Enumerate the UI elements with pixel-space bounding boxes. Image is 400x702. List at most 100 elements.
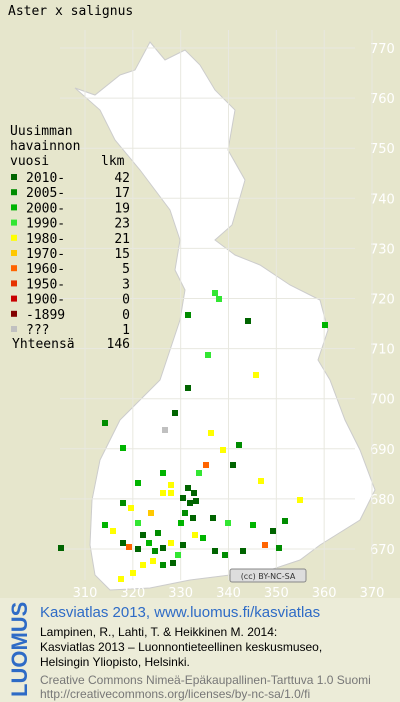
- footer-link[interactable]: Kasviatlas 2013, www.luomus.fi/kasviatla…: [40, 604, 320, 621]
- x-tick-label: 340: [216, 586, 241, 601]
- observation-square: [170, 560, 176, 566]
- observation-square: [155, 530, 161, 536]
- legend-count: 5: [122, 262, 130, 277]
- observation-square: [253, 372, 259, 378]
- observation-square: [126, 544, 132, 550]
- legend-swatch: [11, 174, 17, 180]
- legend-label: 1990-: [26, 217, 65, 232]
- legend-swatch: [11, 280, 17, 287]
- legend-heading: havainnon: [10, 139, 80, 154]
- observation-square: [270, 528, 276, 534]
- y-tick-label: 760: [370, 92, 395, 107]
- observation-square: [282, 518, 288, 524]
- y-tick-label: 750: [370, 142, 395, 157]
- observation-square: [130, 570, 136, 576]
- observation-square: [205, 352, 211, 358]
- legend-label: 1950-: [26, 277, 65, 292]
- observation-square: [180, 542, 186, 548]
- observation-square: [146, 540, 152, 546]
- legend-swatch: [11, 234, 17, 241]
- legend-label: 1960-: [26, 262, 65, 277]
- legend-label: 1900-: [26, 293, 65, 308]
- license-url[interactable]: http://creativecommons.org/licenses/by-n…: [40, 687, 310, 701]
- observation-square: [150, 558, 156, 564]
- legend-count: 23: [114, 217, 130, 232]
- legend-swatch: [11, 295, 17, 302]
- legend-count: 3: [122, 277, 130, 292]
- observation-square: [172, 410, 178, 416]
- observation-square: [190, 515, 196, 521]
- observation-square: [192, 532, 198, 538]
- observation-square: [245, 318, 251, 324]
- legend-swatch: [11, 310, 17, 317]
- observation-square: [185, 485, 191, 491]
- observation-square: [120, 540, 126, 546]
- observation-square: [102, 522, 108, 528]
- observation-square: [160, 490, 166, 496]
- observation-square: [168, 482, 174, 488]
- map-title: Aster x salignus: [8, 4, 133, 19]
- x-tick-label: 370: [360, 586, 385, 601]
- observation-square: [193, 498, 199, 504]
- legend-count-heading: lkm: [101, 154, 125, 169]
- observation-square: [160, 562, 166, 568]
- legend-label: 2010-: [26, 171, 65, 186]
- legend-swatch: [11, 204, 17, 211]
- observation-square: [135, 546, 141, 552]
- legend-label: 2005-: [26, 186, 65, 201]
- observation-square: [180, 495, 186, 501]
- observation-square: [258, 478, 264, 484]
- observation-square: [182, 510, 188, 516]
- y-tick-label: 700: [370, 393, 395, 408]
- legend-label: 1970-: [26, 247, 65, 262]
- citation: Kasviatlas 2013 – Luonnontieteellinen ke…: [40, 640, 322, 654]
- legend-heading: Uusimman: [10, 124, 73, 139]
- observation-square: [110, 528, 116, 534]
- observation-square: [200, 535, 206, 541]
- observation-square: [203, 462, 209, 468]
- observation-square: [120, 445, 126, 451]
- observation-square: [210, 515, 216, 521]
- observation-square: [208, 430, 214, 436]
- observation-square: [212, 290, 218, 296]
- observation-square: [152, 548, 158, 554]
- observation-square: [230, 462, 236, 468]
- observation-square: [140, 562, 146, 568]
- observation-square: [168, 540, 174, 546]
- observation-square: [262, 542, 268, 548]
- x-tick-label: 360: [312, 586, 337, 601]
- observation-square: [140, 532, 146, 538]
- observation-square: [135, 520, 141, 526]
- observation-square: [196, 470, 202, 476]
- legend-label: -1899: [26, 308, 65, 323]
- legend-count: 19: [114, 201, 130, 216]
- legend-count: 0: [122, 293, 130, 308]
- legend-count: 0: [122, 308, 130, 323]
- observation-square: [187, 500, 193, 506]
- y-tick-label: 690: [370, 443, 395, 458]
- y-tick-label: 680: [370, 493, 395, 508]
- legend-count: 17: [114, 186, 130, 201]
- observation-square: [212, 548, 218, 554]
- observation-square: [128, 505, 134, 511]
- observation-square: [168, 490, 174, 496]
- observation-square: [222, 552, 228, 558]
- citation: Lampinen, R., Lahti, T. & Heikkinen M. 2…: [40, 625, 277, 639]
- y-tick-label: 710: [370, 343, 395, 358]
- observation-square: [250, 522, 256, 528]
- x-tick-label: 350: [264, 586, 289, 601]
- observation-square: [160, 545, 166, 551]
- observation-square: [185, 312, 191, 318]
- observation-square: [191, 490, 197, 496]
- legend-label: ???: [26, 323, 49, 338]
- observation-square: [185, 385, 191, 391]
- legend-label: 1980-: [26, 232, 65, 247]
- x-tick-label: 330: [168, 586, 193, 601]
- legend-swatch: [11, 219, 17, 226]
- observations: [58, 290, 328, 582]
- observation-square: [120, 500, 126, 506]
- legend-count: 21: [114, 232, 130, 247]
- observation-square: [225, 520, 231, 526]
